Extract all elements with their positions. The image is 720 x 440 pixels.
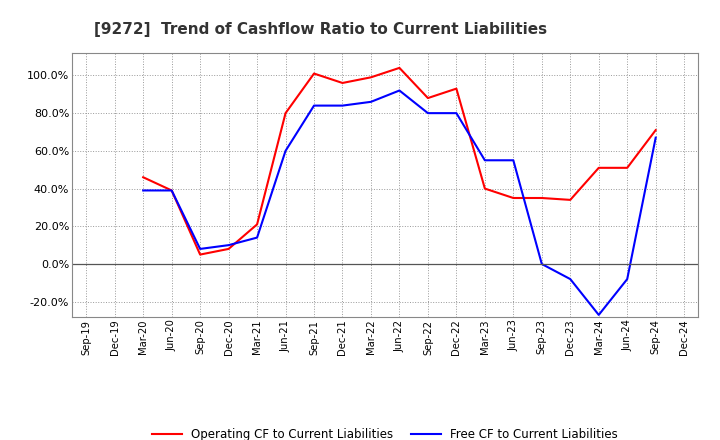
- Free CF to Current Liabilities: [423, 110, 432, 116]
- Free CF to Current Liabilities: [253, 235, 261, 240]
- Free CF to Current Liabilities: [338, 103, 347, 108]
- Free CF to Current Liabilities: [652, 135, 660, 140]
- Text: [9272]  Trend of Cashflow Ratio to Current Liabilities: [9272] Trend of Cashflow Ratio to Curren…: [94, 22, 546, 37]
- Operating CF to Current Liabilities: [253, 222, 261, 227]
- Operating CF to Current Liabilities: [338, 81, 347, 86]
- Operating CF to Current Liabilities: [623, 165, 631, 170]
- Line: Operating CF to Current Liabilities: Operating CF to Current Liabilities: [143, 68, 656, 255]
- Free CF to Current Liabilities: [196, 246, 204, 252]
- Free CF to Current Liabilities: [167, 188, 176, 193]
- Operating CF to Current Liabilities: [225, 246, 233, 252]
- Operating CF to Current Liabilities: [566, 197, 575, 202]
- Free CF to Current Liabilities: [395, 88, 404, 93]
- Operating CF to Current Liabilities: [139, 175, 148, 180]
- Free CF to Current Liabilities: [452, 110, 461, 116]
- Free CF to Current Liabilities: [366, 99, 375, 104]
- Free CF to Current Liabilities: [282, 148, 290, 154]
- Free CF to Current Liabilities: [566, 276, 575, 282]
- Free CF to Current Liabilities: [537, 261, 546, 267]
- Operating CF to Current Liabilities: [282, 110, 290, 116]
- Free CF to Current Liabilities: [509, 158, 518, 163]
- Free CF to Current Liabilities: [480, 158, 489, 163]
- Free CF to Current Liabilities: [623, 276, 631, 282]
- Free CF to Current Liabilities: [595, 312, 603, 318]
- Legend: Operating CF to Current Liabilities, Free CF to Current Liabilities: Operating CF to Current Liabilities, Fre…: [148, 423, 623, 440]
- Operating CF to Current Liabilities: [509, 195, 518, 201]
- Line: Free CF to Current Liabilities: Free CF to Current Liabilities: [143, 91, 656, 315]
- Operating CF to Current Liabilities: [480, 186, 489, 191]
- Operating CF to Current Liabilities: [595, 165, 603, 170]
- Operating CF to Current Liabilities: [395, 65, 404, 70]
- Operating CF to Current Liabilities: [423, 95, 432, 101]
- Free CF to Current Liabilities: [139, 188, 148, 193]
- Operating CF to Current Liabilities: [452, 86, 461, 91]
- Operating CF to Current Liabilities: [652, 128, 660, 133]
- Operating CF to Current Liabilities: [310, 71, 318, 76]
- Operating CF to Current Liabilities: [196, 252, 204, 257]
- Operating CF to Current Liabilities: [537, 195, 546, 201]
- Operating CF to Current Liabilities: [167, 188, 176, 193]
- Free CF to Current Liabilities: [225, 242, 233, 248]
- Free CF to Current Liabilities: [310, 103, 318, 108]
- Operating CF to Current Liabilities: [366, 75, 375, 80]
